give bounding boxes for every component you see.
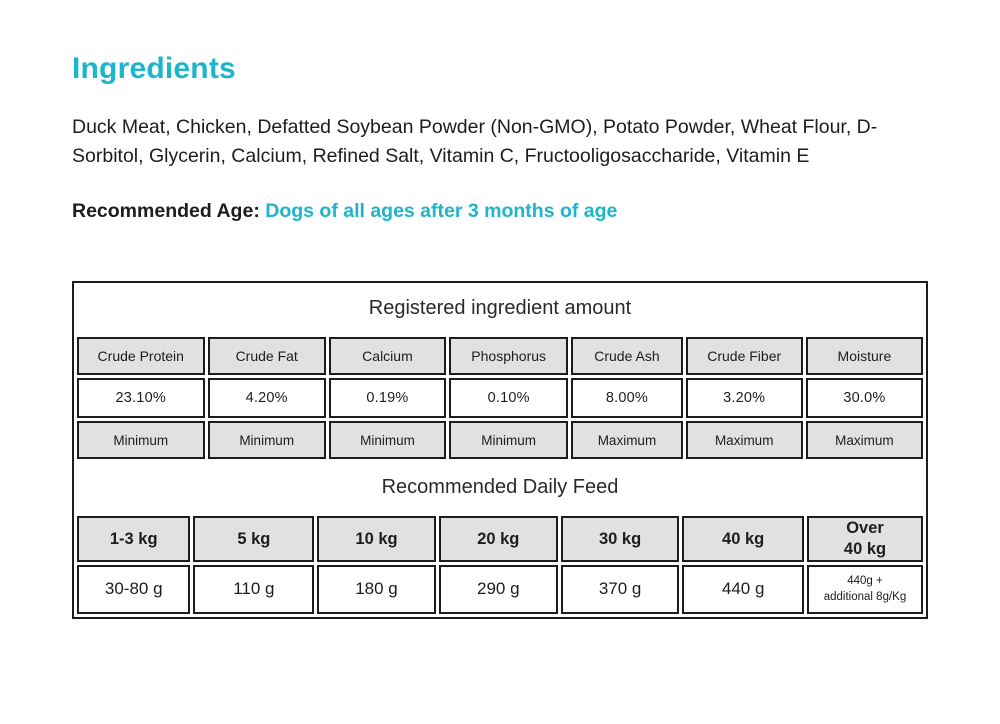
ingredients-section: Ingredients Duck Meat, Chicken, Defatted… (72, 52, 928, 619)
nutrient-value-cell: 0.19% (328, 378, 447, 418)
nutrient-value-cell: 0.10% (449, 378, 569, 418)
feed-amount-cell: 30-80 g (77, 565, 191, 614)
feed-weight-cell: 40 kg (682, 516, 804, 562)
nutrition-table: Registered ingredient amount Crude Prote… (72, 281, 928, 619)
feed-amount-cell: 110 g (193, 565, 315, 614)
nutrient-qualifier-cell: Minimum (77, 421, 205, 459)
recommended-age-label: Recommended Age: (72, 200, 260, 222)
registered-ingredient-table: Crude Protein Crude Fat Calcium Phosphor… (74, 334, 926, 462)
nutrient-qualifier-row: Minimum Minimum Minimum Minimum Maximum … (77, 421, 923, 459)
ingredients-paragraph: Duck Meat, Chicken, Defatted Soybean Pow… (72, 116, 878, 167)
registered-ingredient-amount-header: Registered ingredient amount (368, 297, 632, 319)
nutrient-value-cell: 8.00% (571, 378, 683, 418)
nutrient-qualifier-cell: Maximum (571, 421, 683, 459)
page-title: Ingredients (72, 52, 236, 85)
nutrient-qualifier-cell: Maximum (805, 421, 923, 459)
nutrient-header-row: Crude Protein Crude Fat Calcium Phosphor… (77, 337, 923, 375)
nutrient-header-cell: Crude Fat (207, 337, 326, 375)
nutrient-header-cell: Phosphorus (449, 337, 569, 375)
feed-weight-cell: Over 40 kg (807, 516, 923, 562)
nutrient-value-cell: 4.20% (207, 378, 326, 418)
nutrient-value-row: 23.10% 4.20% 0.19% 0.10% 8.00% 3.20% 30.… (77, 378, 923, 418)
daily-feed-table: 1-3 kg 5 kg 10 kg 20 kg 30 kg 40 kg Over… (74, 513, 926, 617)
nutrient-value-cell: 3.20% (685, 378, 803, 418)
feed-amount-cell: 440 g (682, 565, 804, 614)
feed-amount-cell: 440g + additional 8g/Kg (807, 565, 923, 614)
recommended-age-line: Recommended Age: Dogs of all ages after … (72, 200, 928, 223)
feed-weight-row: 1-3 kg 5 kg 10 kg 20 kg 30 kg 40 kg Over… (77, 516, 923, 562)
feed-amount-cell: 290 g (438, 565, 558, 614)
feed-weight-cell: 1-3 kg (77, 516, 191, 562)
nutrient-header-cell: Crude Fiber (685, 337, 803, 375)
feed-weight-cell: 30 kg (560, 516, 680, 562)
nutrient-header-cell: Crude Protein (77, 337, 205, 375)
feed-amount-row: 30-80 g 110 g 180 g 290 g 370 g 440 g 44… (77, 565, 923, 614)
nutrient-header-cell: Moisture (805, 337, 923, 375)
nutrient-header-cell: Calcium (328, 337, 447, 375)
feed-weight-cell: 20 kg (438, 516, 558, 562)
nutrient-value-cell: 30.0% (805, 378, 923, 418)
feed-weight-cell: 5 kg (193, 516, 315, 562)
feed-weight-cell: 10 kg (317, 516, 436, 562)
nutrient-header-cell: Crude Ash (571, 337, 683, 375)
recommended-age-value: Dogs of all ages after 3 months of age (265, 200, 618, 222)
feed-amount-cell: 370 g (560, 565, 680, 614)
recommended-daily-feed-header: Recommended Daily Feed (381, 476, 619, 498)
nutrient-qualifier-cell: Minimum (328, 421, 447, 459)
nutrient-qualifier-cell: Maximum (685, 421, 803, 459)
feed-amount-cell: 180 g (317, 565, 436, 614)
nutrient-qualifier-cell: Minimum (449, 421, 569, 459)
nutrient-qualifier-cell: Minimum (207, 421, 326, 459)
nutrient-value-cell: 23.10% (77, 378, 205, 418)
